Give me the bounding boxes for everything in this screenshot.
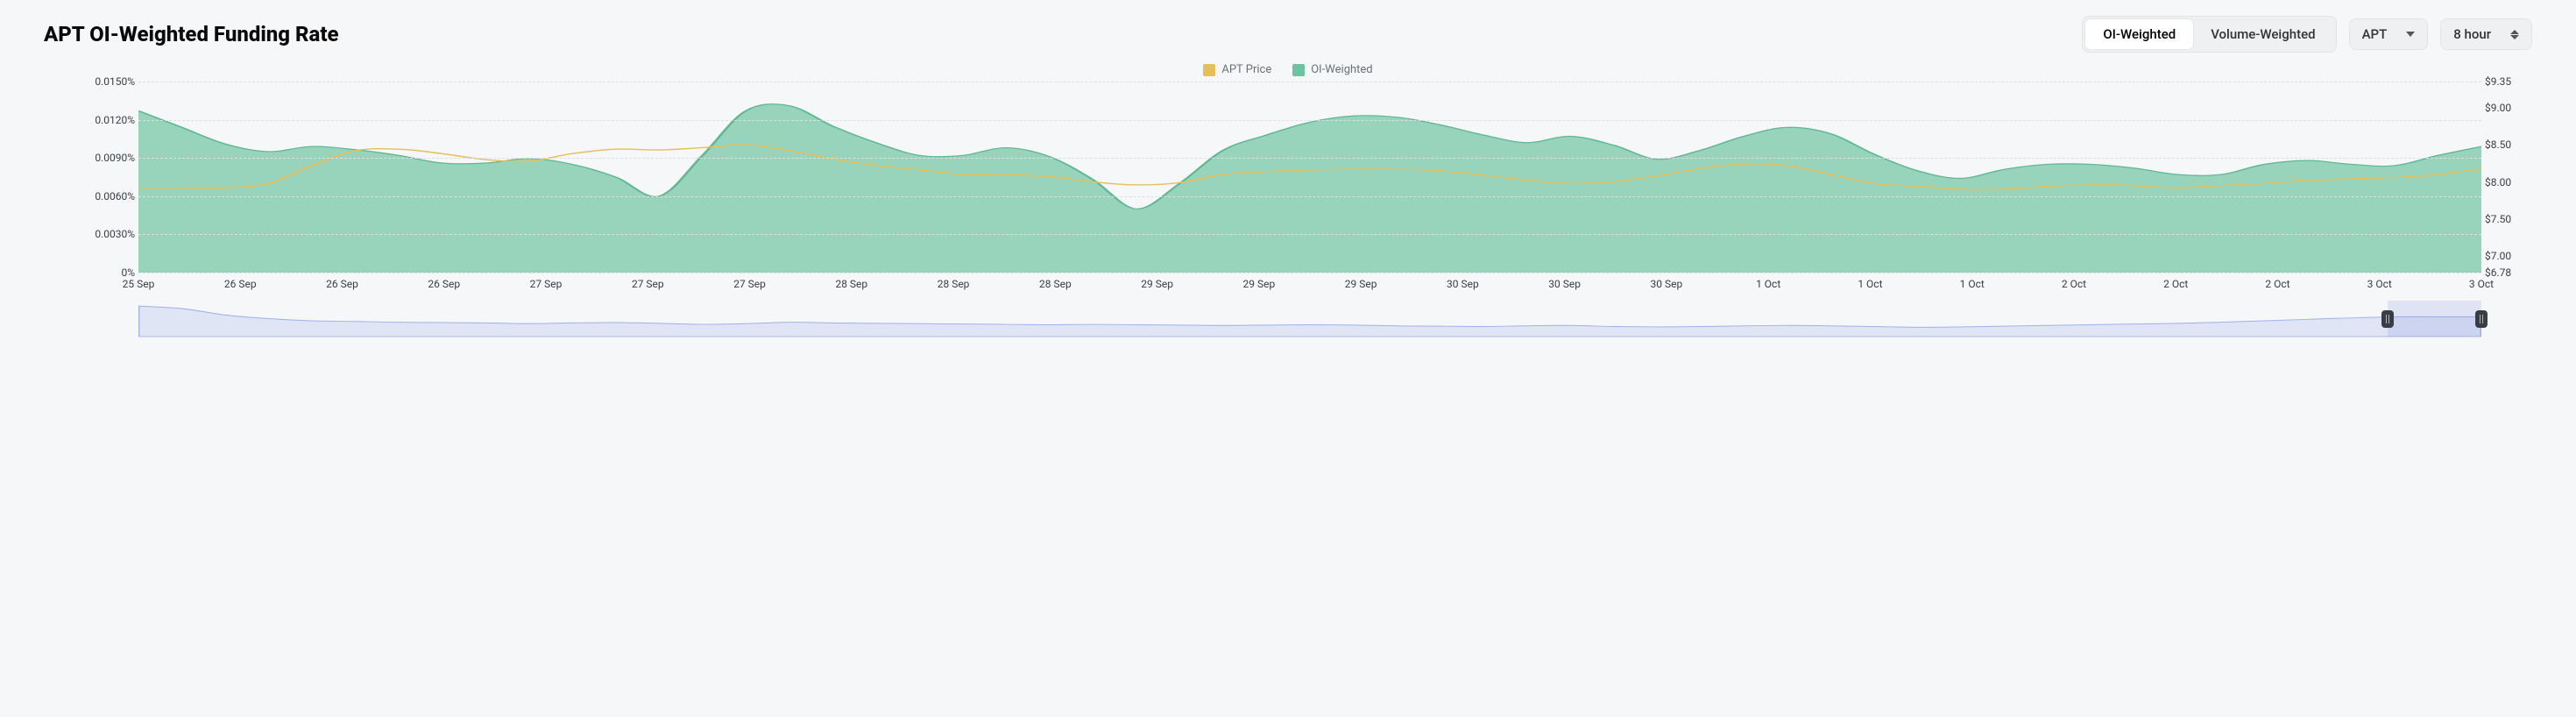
symbol-dropdown-label: APT: [2362, 26, 2388, 42]
y-left-tick: 0.0090%: [95, 152, 135, 164]
weighting-option-oi-weighted[interactable]: OI-Weighted: [2085, 19, 2193, 49]
y-left-tick: 0.0120%: [95, 114, 135, 126]
y-right-tick: $9.00: [2485, 102, 2511, 114]
grid-line: [138, 234, 2481, 235]
y-left-tick: 0.0150%: [95, 75, 135, 88]
legend-swatch: [1203, 64, 1215, 76]
brush-svg: [138, 301, 2481, 337]
y-right-tick: $6.78: [2485, 266, 2511, 279]
interval-dropdown-label: 8 hour: [2453, 26, 2491, 42]
legend-item: APT Price: [1203, 63, 1271, 76]
x-axis: 25 Sep26 Sep26 Sep26 Sep27 Sep27 Sep27 S…: [138, 273, 2481, 295]
x-tick: 2 Oct: [2163, 278, 2188, 290]
area-series: [138, 104, 2481, 273]
weighting-toggle: OI-WeightedVolume-Weighted: [2082, 16, 2336, 53]
main-chart: 0.0150%0.0120%0.0090%0.0060%0.0030%0% $9…: [44, 82, 2532, 273]
grid-line: [138, 196, 2481, 197]
brush-area: [138, 306, 2481, 337]
x-tick: 28 Sep: [1039, 278, 1072, 290]
y-right-tick: $8.00: [2485, 176, 2511, 188]
y-left-tick: 0.0030%: [95, 228, 135, 240]
x-tick: 29 Sep: [1243, 278, 1276, 290]
brush-selection[interactable]: [2388, 301, 2481, 337]
x-tick: 28 Sep: [938, 278, 970, 290]
x-tick: 27 Sep: [632, 278, 664, 290]
grid-line: [138, 158, 2481, 159]
x-tick: 26 Sep: [326, 278, 358, 290]
y-right-tick: $9.35: [2485, 75, 2511, 88]
weighting-option-volume-weighted[interactable]: Volume-Weighted: [2193, 19, 2332, 49]
interval-dropdown[interactable]: 8 hour: [2440, 18, 2532, 50]
x-tick: 29 Sep: [1345, 278, 1377, 290]
x-tick: 26 Sep: [224, 278, 257, 290]
brush-handle-right[interactable]: [2475, 310, 2488, 328]
x-tick: 28 Sep: [835, 278, 867, 290]
chart-controls: OI-WeightedVolume-Weighted APT 8 hour: [2082, 16, 2532, 53]
x-tick: 26 Sep: [428, 278, 460, 290]
x-tick: 30 Sep: [1651, 278, 1683, 290]
x-tick: 1 Oct: [1858, 278, 1882, 290]
y-left-tick: 0.0060%: [95, 190, 135, 202]
x-tick: 2 Oct: [2062, 278, 2086, 290]
brush-range[interactable]: [138, 301, 2481, 337]
chart-legend: APT Price OI-Weighted: [44, 63, 2532, 76]
x-tick: 30 Sep: [1447, 278, 1479, 290]
chart-title: APT OI-Weighted Funding Rate: [44, 22, 339, 46]
x-tick: 27 Sep: [530, 278, 563, 290]
symbol-dropdown[interactable]: APT: [2349, 18, 2429, 50]
legend-label: APT Price: [1221, 63, 1271, 76]
y-right-tick: $7.00: [2485, 250, 2511, 262]
y-axis-right: $9.35$9.00$8.50$8.00$7.50$7.00$6.78: [2485, 82, 2532, 273]
legend-item: OI-Weighted: [1292, 63, 1372, 76]
x-tick: 3 Oct: [2469, 278, 2494, 290]
y-axis-left: 0.0150%0.0120%0.0090%0.0060%0.0030%0%: [44, 82, 135, 273]
y-right-tick: $7.50: [2485, 213, 2511, 225]
legend-label: OI-Weighted: [1311, 63, 1372, 76]
chevron-down-icon: [2406, 32, 2415, 37]
brush-handle-left[interactable]: [2381, 310, 2394, 328]
x-tick: 27 Sep: [733, 278, 766, 290]
grid-line: [138, 120, 2481, 121]
x-tick: 29 Sep: [1141, 278, 1173, 290]
x-tick: 1 Oct: [1960, 278, 1985, 290]
chart-svg: [138, 82, 2481, 273]
x-tick: 25 Sep: [123, 278, 155, 290]
y-left-tick: 0%: [121, 266, 135, 279]
sort-icon: [2510, 30, 2519, 39]
x-tick: 1 Oct: [1756, 278, 1780, 290]
x-tick: 3 Oct: [2367, 278, 2392, 290]
y-right-tick: $8.50: [2485, 138, 2511, 151]
legend-swatch: [1292, 64, 1305, 76]
x-tick: 30 Sep: [1548, 278, 1581, 290]
x-tick: 2 Oct: [2265, 278, 2289, 290]
chart-plot-area[interactable]: [138, 82, 2481, 273]
